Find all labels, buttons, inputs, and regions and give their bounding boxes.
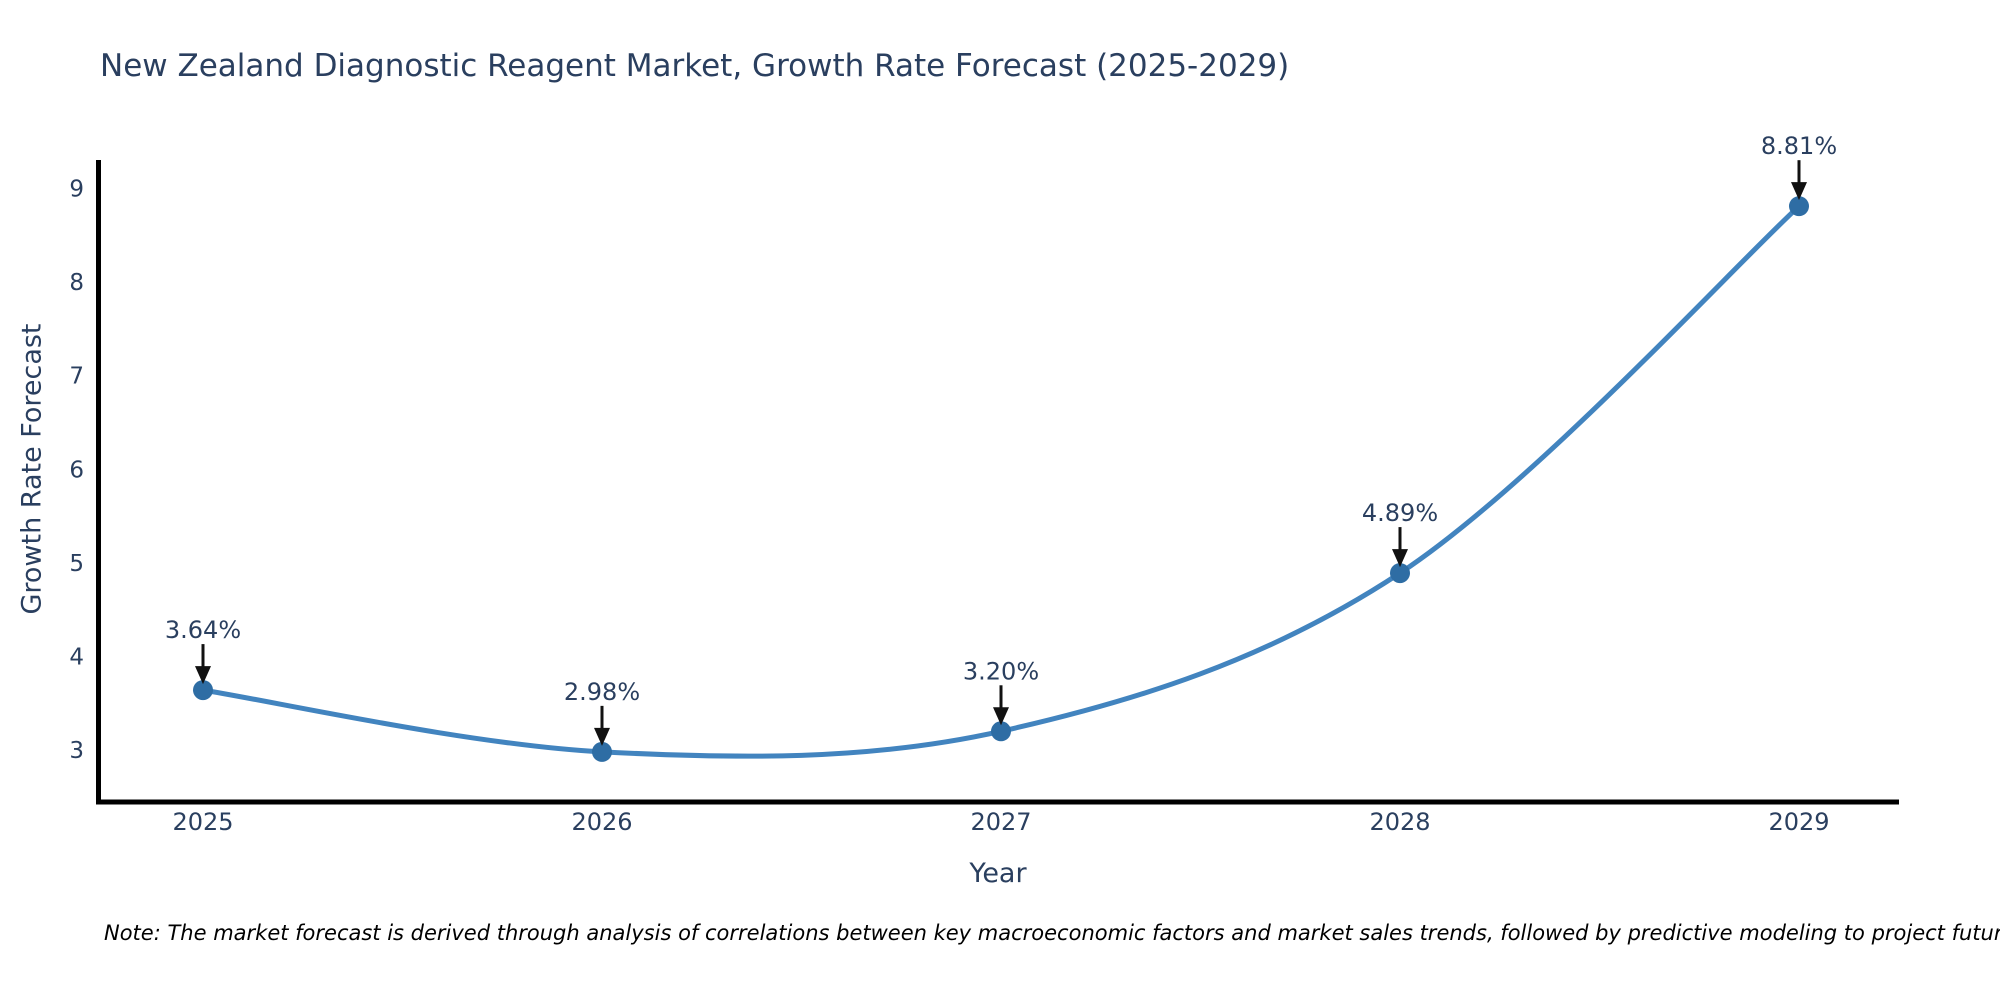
- y-tick-label: 3: [69, 738, 84, 764]
- y-tick-label: 8: [69, 270, 84, 296]
- point-value-label: 3.64%: [165, 616, 241, 644]
- annotation-arrow-head: [993, 707, 1009, 726]
- data-point-marker: [1789, 196, 1809, 217]
- y-tick-label: 5: [69, 551, 84, 577]
- point-value-label: 2.98%: [564, 678, 640, 706]
- chart-title: New Zealand Diagnostic Reagent Market, G…: [100, 48, 1290, 84]
- footnote: Note: The market forecast is derived thr…: [104, 921, 2000, 945]
- y-tick-label: 9: [69, 176, 84, 202]
- x-tick-label: 2027: [970, 808, 1031, 836]
- point-value-label: 4.89%: [1362, 499, 1438, 527]
- x-tick-label: 2025: [172, 808, 233, 836]
- annotation-arrow-head: [1392, 549, 1408, 568]
- data-point-marker: [1390, 563, 1410, 584]
- x-axis-title: Year: [969, 858, 1027, 889]
- point-value-label: 8.81%: [1761, 132, 1837, 160]
- y-axis-title: Growth Rate Forecast: [16, 323, 48, 615]
- data-point-marker: [991, 721, 1011, 742]
- y-tick-label: 7: [69, 364, 84, 390]
- data-point-marker: [193, 680, 213, 701]
- y-tick-label: 4: [69, 644, 84, 670]
- data-point-marker: [592, 741, 612, 762]
- point-value-label: 3.20%: [963, 657, 1039, 685]
- y-tick-label: 6: [69, 457, 84, 483]
- x-tick-label: 2026: [571, 808, 632, 836]
- x-tick-label: 2028: [1369, 808, 1430, 836]
- annotation-arrow-head: [1791, 182, 1807, 201]
- annotation-arrow-head: [195, 666, 211, 685]
- x-tick-label: 2029: [1768, 808, 1829, 836]
- annotation-arrow-head: [594, 727, 610, 746]
